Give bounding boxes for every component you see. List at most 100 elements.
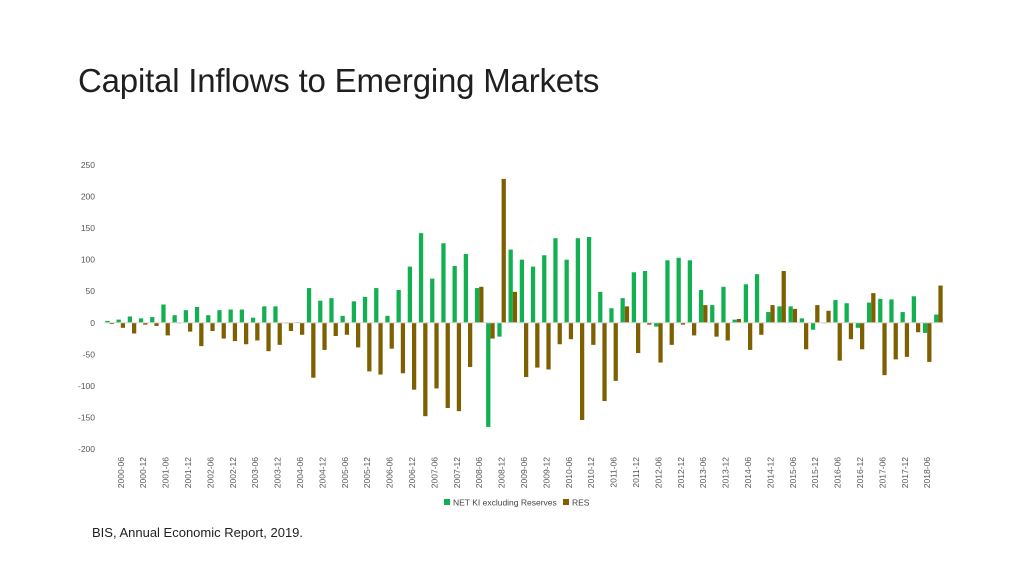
bar-res (692, 322, 697, 336)
bar-res (557, 322, 562, 345)
bar-net-ki (452, 265, 457, 323)
bar-res (624, 306, 630, 323)
y-tick-label: 100 (81, 255, 95, 265)
bar-res (714, 322, 719, 337)
bar-res (109, 322, 114, 325)
y-tick-label: -200 (78, 444, 95, 454)
bar-res (826, 310, 831, 323)
bar-res (434, 322, 439, 389)
y-tick-label: -50 (83, 349, 96, 359)
bar-net-ki (172, 315, 177, 323)
bar-res (412, 322, 417, 390)
bar-res (221, 322, 226, 339)
bar-net-ki (183, 310, 188, 323)
x-tick-label: 2004-12 (317, 457, 327, 488)
x-tick-label: 2011-12 (631, 457, 641, 488)
bar-net-ki (844, 303, 849, 323)
bar-res (389, 322, 394, 349)
x-tick-label: 2017-12 (900, 457, 910, 488)
x-tick-label: 2013-06 (698, 457, 708, 488)
bar-net-ki (564, 259, 569, 323)
x-tick-label: 2010-12 (586, 457, 596, 488)
bar-res (535, 322, 540, 368)
bar-res (288, 322, 294, 331)
bar-net-ki (463, 253, 468, 323)
bar-res (591, 322, 596, 345)
bar-res (143, 322, 148, 325)
bar-net-ki (116, 319, 121, 323)
bar-res (445, 322, 450, 408)
y-tick-label: -150 (78, 412, 95, 422)
x-tick-label: 2009-12 (541, 457, 551, 488)
x-tick-label: 2003-12 (273, 457, 283, 488)
x-tick-label: 2014-12 (765, 457, 775, 488)
bar-res (938, 285, 943, 323)
x-tick-label: 2010-06 (564, 457, 574, 488)
x-tick-label: 2001-06 (161, 457, 171, 488)
bar-res (804, 322, 809, 350)
bar-net-ki (665, 260, 670, 323)
bar-net-ki (799, 318, 804, 323)
x-tick-label: 2015-06 (788, 457, 798, 488)
bar-res (344, 322, 350, 335)
bar-net-ki (351, 301, 356, 323)
bar-net-ki (687, 260, 692, 323)
bar-net-ki (508, 249, 513, 323)
x-tick-label: 2007-06 (429, 457, 439, 488)
x-tick-label: 2012-06 (653, 457, 663, 488)
bar-res (837, 322, 842, 361)
bar-net-ki (105, 320, 110, 323)
x-tick-label: 2013-12 (721, 457, 731, 488)
bar-net-ki (766, 312, 771, 323)
y-tick-label: 250 (81, 160, 95, 170)
bar-res (154, 322, 159, 326)
x-tick-label: 2012-12 (676, 457, 686, 488)
bar-res (546, 322, 551, 370)
bar-res (916, 322, 921, 333)
bar-net-ki (878, 298, 883, 323)
bar-res (871, 293, 876, 323)
bar-net-ki (542, 255, 547, 323)
x-tick-label: 2008-12 (497, 457, 507, 488)
y-tick-label: 200 (81, 192, 95, 202)
x-tick-label: 2002-06 (205, 457, 215, 488)
bar-res (568, 322, 574, 340)
bar-res (725, 322, 730, 341)
y-axis-ticks: 250 200 150 100 50 0 -50 -100 -150 -200 (78, 160, 95, 454)
legend: NET KI excluding Reserves RES (444, 498, 590, 508)
x-tick-label: 2008-06 (474, 457, 484, 488)
bar-net-ki (676, 257, 681, 323)
bar-net-ki (698, 289, 704, 323)
bar-res (367, 322, 372, 372)
bar-res (927, 322, 932, 362)
x-tick-label: 2011-06 (609, 457, 619, 488)
bar-res (232, 322, 238, 342)
bar-res (636, 322, 641, 354)
x-axis-ticks: 2000-06 2000-12 2001-06 2001-12 2002-06 2002-… (116, 457, 932, 488)
bar-net-ki (486, 322, 491, 427)
bar-res (647, 322, 652, 325)
bar-net-ki (250, 317, 256, 323)
bar-res (658, 322, 663, 363)
bar-res (748, 322, 753, 350)
bar-res (400, 322, 406, 374)
bar-net-ki (329, 298, 334, 323)
bar-net-ki (586, 236, 592, 323)
bar-net-ki (306, 288, 312, 323)
bar-net-ki (362, 296, 368, 323)
bar-net-ki (620, 298, 625, 323)
x-tick-label: 2016-12 (855, 457, 865, 488)
bar-res (277, 322, 282, 345)
bar-res (524, 322, 529, 378)
y-tick-label: 50 (86, 286, 96, 296)
x-tick-label: 2017-06 (877, 457, 887, 488)
x-tick-label: 2005-06 (340, 457, 350, 488)
bar-res (736, 318, 742, 323)
x-tick-label: 2001-12 (183, 457, 193, 488)
bar-res (356, 322, 361, 348)
bar-net-ki (889, 299, 894, 323)
bar-net-ki (598, 291, 603, 323)
bar-net-ki (318, 300, 323, 323)
bar-net-ki (385, 315, 390, 323)
